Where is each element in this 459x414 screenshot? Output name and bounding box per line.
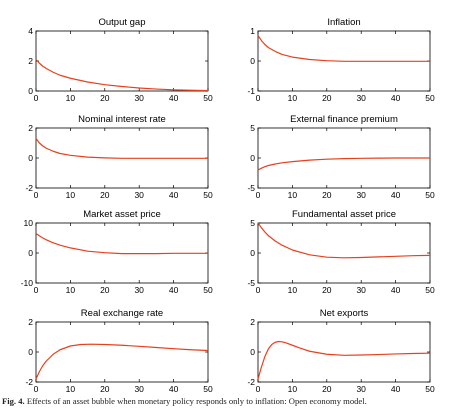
- panel-7-frame: [35, 321, 209, 383]
- panel-5-xtick-label: 40: [169, 285, 179, 295]
- panel-1-xtick-label: 10: [66, 93, 76, 103]
- panel-8-xtick-label: 40: [391, 384, 401, 394]
- panel-6-ytick-label: 5: [250, 218, 255, 228]
- panel-7-xtick-label: 40: [169, 384, 179, 394]
- panel-7-xtick-label: 50: [203, 384, 213, 394]
- panel-7-xtick-label: 10: [66, 384, 76, 394]
- panel-3-xtick-label: 50: [203, 190, 213, 200]
- figure-caption: Fig. 4. Effects of an asset bubble when …: [2, 396, 457, 406]
- panel-6-ytick-label: 0: [250, 248, 255, 258]
- panel-8-frame: [257, 321, 431, 383]
- panel-1-ytick-label: 0: [28, 86, 33, 96]
- panel-1-xtick-label: 0: [34, 93, 39, 103]
- panel-4-ytick-label: 0: [250, 153, 255, 163]
- panel-4-ytick-label: 5: [250, 123, 255, 133]
- panel-6-xtick-label: 20: [322, 285, 332, 295]
- panel-6-frame: [257, 222, 431, 284]
- panel-3-xtick-label: 20: [100, 190, 110, 200]
- panel-5-ytick-label: 0: [28, 248, 33, 258]
- panel-3-ytick-label: 0: [28, 153, 33, 163]
- panel-3-xtick-label: 10: [66, 190, 76, 200]
- panel-3-title: Nominal interest rate: [78, 114, 166, 125]
- panel-4-xtick-label: 20: [322, 190, 332, 200]
- panel-5-ytick-label: -10: [21, 278, 34, 288]
- panel-4-ytick-label: -5: [247, 183, 255, 193]
- panel-2-series-line: [257, 35, 430, 62]
- panel-5-ytick-label: 10: [24, 218, 34, 228]
- panel-7-series-line: [35, 343, 209, 380]
- panel-3-xtick-label: 0: [34, 190, 39, 200]
- panel-7-xtick-label: 30: [134, 384, 144, 394]
- panel-4-xtick-label: 30: [356, 190, 366, 200]
- panel-2-xtick-label: 30: [356, 93, 366, 103]
- panel-8-xtick-label: 20: [322, 384, 332, 394]
- panel-3-ytick-label: 2: [28, 123, 33, 133]
- panel-8-series-line: [257, 340, 431, 380]
- panel-8-xtick-label: 10: [288, 384, 298, 394]
- panel-1-xtick-label: 40: [169, 93, 179, 103]
- panel-1-xtick-label: 50: [203, 93, 213, 103]
- panel-8-xtick-label: 50: [425, 384, 435, 394]
- panel-4-xtick-label: 10: [288, 190, 298, 200]
- panel-1-frame: [35, 30, 209, 92]
- panel-2-ytick-label: 0: [250, 56, 255, 66]
- panel-8-xtick-label: 0: [256, 384, 261, 394]
- panel-4-xtick-label: 50: [425, 190, 435, 200]
- panel-1-xtick-label: 30: [134, 93, 144, 103]
- caption-text: Effects of an asset bubble when monetary…: [26, 396, 367, 406]
- panel-7-ytick-label: 0: [28, 347, 33, 357]
- panel-1-ytick-label: 2: [28, 56, 33, 66]
- panel-6-xtick-label: 50: [425, 285, 435, 295]
- panel-1-xtick-label: 20: [100, 93, 110, 103]
- panel-5-xtick-label: 10: [66, 285, 76, 295]
- panel-5-xtick-label: 50: [203, 285, 213, 295]
- panel-5-xtick-label: 20: [100, 285, 110, 295]
- panel-6-xtick-label: 0: [256, 285, 261, 295]
- panel-2-xtick-label: 40: [391, 93, 401, 103]
- panel-8-title: Net exports: [320, 308, 369, 319]
- panel-8-ytick-label: 2: [250, 317, 255, 327]
- caption-label: Fig. 4.: [2, 396, 25, 406]
- panel-5-title: Market asset price: [83, 209, 161, 220]
- panel-5-series-line: [35, 233, 208, 255]
- panel-6-xtick-label: 10: [288, 285, 298, 295]
- panel-3-series-line: [35, 138, 208, 159]
- panel-1-series-line: [35, 59, 209, 92]
- panel-2-ytick-label: 1: [250, 26, 255, 36]
- panel-4-xtick-label: 0: [256, 190, 261, 200]
- panel-5-xtick-label: 0: [34, 285, 39, 295]
- panel-7-title: Real exchange rate: [81, 308, 163, 319]
- panel-1-ytick-label: 4: [28, 26, 33, 36]
- panel-3-ytick-label: -2: [25, 183, 33, 193]
- panel-3-xtick-label: 30: [134, 190, 144, 200]
- panel-2-xtick-label: 0: [256, 93, 261, 103]
- panel-2-xtick-label: 50: [425, 93, 435, 103]
- panel-4-series-line: [257, 157, 430, 171]
- panel-7-ytick-label: 2: [28, 317, 33, 327]
- panel-2-xtick-label: 20: [322, 93, 332, 103]
- panel-6-xtick-label: 40: [391, 285, 401, 295]
- panel-7-xtick-label: 0: [34, 384, 39, 394]
- panel-8-ytick-label: -2: [247, 377, 255, 387]
- panel-7-ytick-label: -2: [25, 377, 33, 387]
- panel-6-title: Fundamental asset price: [292, 209, 396, 220]
- panel-5-xtick-label: 30: [134, 285, 144, 295]
- panel-3-xtick-label: 40: [169, 190, 179, 200]
- panel-1-title: Output gap: [98, 17, 145, 28]
- panel-6-series-line: [257, 222, 431, 259]
- panel-6-xtick-label: 30: [356, 285, 366, 295]
- panel-2-title: Inflation: [327, 17, 360, 28]
- panel-7-xtick-label: 20: [100, 384, 110, 394]
- panel-6-ytick-label: -5: [247, 278, 255, 288]
- panel-2-xtick-label: 10: [288, 93, 298, 103]
- panel-8-ytick-label: 0: [250, 347, 255, 357]
- panel-4-xtick-label: 40: [391, 190, 401, 200]
- panel-8-xtick-label: 30: [356, 384, 366, 394]
- panel-4-title: External finance premium: [290, 114, 398, 125]
- panel-2-ytick-label: -1: [247, 86, 255, 96]
